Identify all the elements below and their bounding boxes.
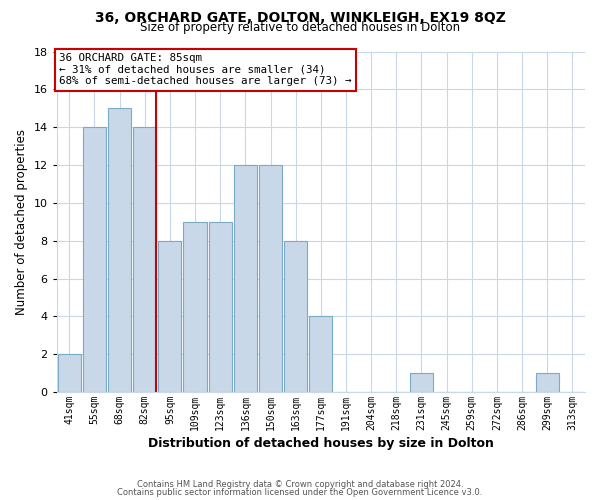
- Bar: [284, 240, 307, 392]
- Text: 36, ORCHARD GATE, DOLTON, WINKLEIGH, EX19 8QZ: 36, ORCHARD GATE, DOLTON, WINKLEIGH, EX1…: [95, 11, 505, 25]
- Bar: [133, 127, 157, 392]
- Bar: [309, 316, 332, 392]
- Text: Size of property relative to detached houses in Dolton: Size of property relative to detached ho…: [140, 21, 460, 34]
- Bar: [234, 165, 257, 392]
- Bar: [259, 165, 282, 392]
- Bar: [58, 354, 81, 392]
- Text: Contains public sector information licensed under the Open Government Licence v3: Contains public sector information licen…: [118, 488, 482, 497]
- Bar: [158, 240, 181, 392]
- Bar: [410, 373, 433, 392]
- Bar: [536, 373, 559, 392]
- Text: Contains HM Land Registry data © Crown copyright and database right 2024.: Contains HM Land Registry data © Crown c…: [137, 480, 463, 489]
- Bar: [184, 222, 206, 392]
- Bar: [108, 108, 131, 392]
- Text: 36 ORCHARD GATE: 85sqm
← 31% of detached houses are smaller (34)
68% of semi-det: 36 ORCHARD GATE: 85sqm ← 31% of detached…: [59, 53, 352, 86]
- Bar: [209, 222, 232, 392]
- Y-axis label: Number of detached properties: Number of detached properties: [15, 129, 28, 315]
- Bar: [83, 127, 106, 392]
- X-axis label: Distribution of detached houses by size in Dolton: Distribution of detached houses by size …: [148, 437, 494, 450]
